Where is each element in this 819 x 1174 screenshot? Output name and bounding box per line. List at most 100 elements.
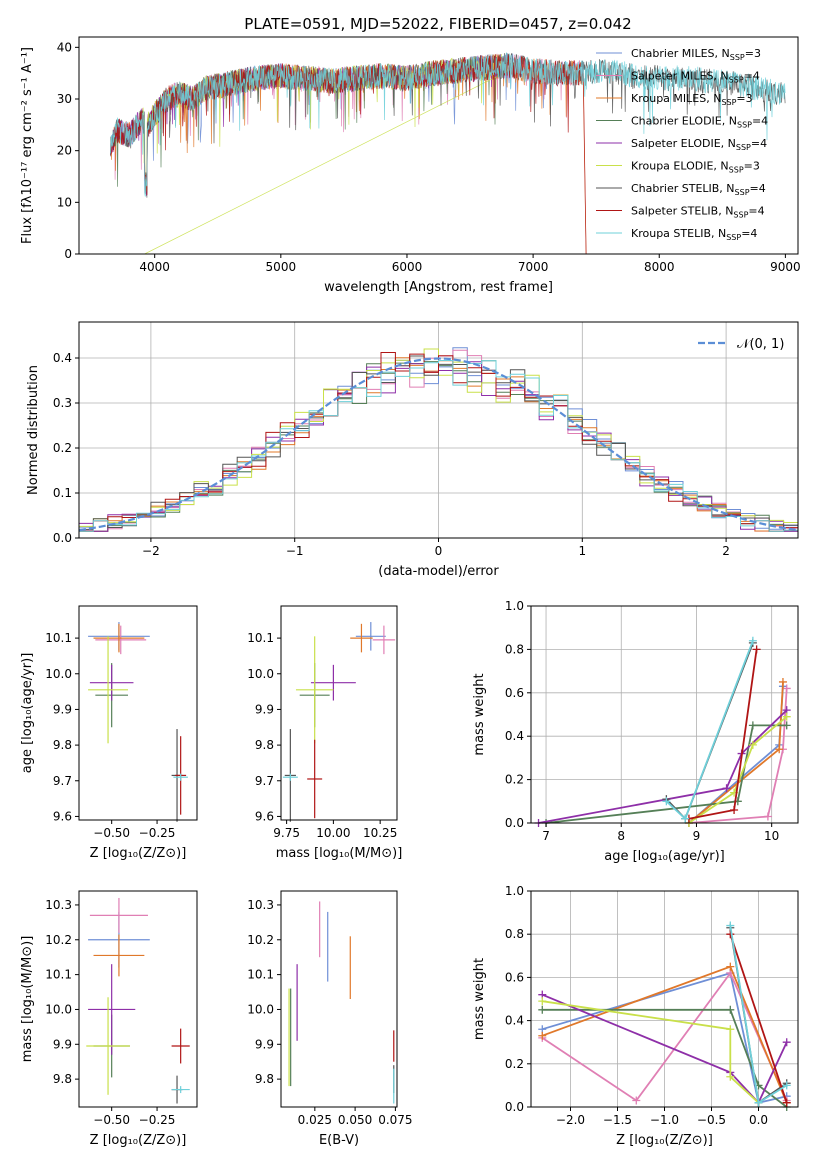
y-tick-label: 9.8 <box>53 1072 72 1086</box>
series-marker <box>782 1038 791 1047</box>
y-tick-label: 10.1 <box>45 631 72 645</box>
series-line <box>538 709 788 824</box>
errorbar-salpeter-elodie <box>88 964 136 1055</box>
x-axis-label: age [log₁₀(age/yr)] <box>604 849 725 864</box>
y-tick-label: 9.9 <box>255 1037 274 1051</box>
y-tick-label: 9.7 <box>53 774 72 788</box>
series-marker <box>782 721 791 730</box>
errorbar-kroupa-elodie <box>295 636 334 744</box>
x-axis-label: E(B-V) <box>319 1133 359 1148</box>
y-tick-label: 9.8 <box>53 738 72 752</box>
y-axis-label: age [log₁₀(age/yr)] <box>20 653 35 774</box>
y-tick-label: 0.1 <box>53 486 72 500</box>
y-tick-label: 0.8 <box>505 642 524 656</box>
x-tick-label: 1 <box>578 544 586 558</box>
x-tick-label: 7 <box>542 829 550 843</box>
legend-label-main: Kroupa MILES, N <box>631 92 721 105</box>
axes-frame <box>78 890 198 1108</box>
series-marker <box>782 1081 791 1090</box>
y-tick-label: 0.8 <box>505 927 524 941</box>
legend-label: Salpeter MILES, NSSP=4 <box>631 70 760 85</box>
y-axis-label: Flux [fλ10⁻¹⁷ erg cm⁻² s⁻¹ A⁻¹] <box>20 47 35 244</box>
series-marker <box>726 1025 735 1034</box>
legend-label-sub: SSP <box>726 233 741 242</box>
series-line <box>545 724 787 824</box>
x-tick-label: −0.5 <box>697 1113 726 1127</box>
x-axis-label: Z [log₁₀(Z/Z⊙)] <box>616 1133 713 1148</box>
x-tick-label: −1.5 <box>603 1113 632 1127</box>
x-tick-label: −1 <box>286 544 304 558</box>
y-tick-label: 0.3 <box>53 396 72 410</box>
y-tick-label: 10 <box>57 195 72 209</box>
legend-label-main: Salpeter ELODIE, N <box>631 137 736 150</box>
x-tick-label: 0.0 <box>749 1113 768 1127</box>
legend-label-suffix: =3 <box>736 92 752 105</box>
legend-label-suffix: =4 <box>751 137 767 150</box>
y-tick-label: 10.2 <box>45 933 72 947</box>
x-tick-label: −0.25 <box>139 826 176 840</box>
axes-frame <box>280 605 398 821</box>
legend-label-main: Chabrier ELODIE, N <box>631 115 737 128</box>
legend-label: 𝒩(0, 1) <box>737 337 784 352</box>
errorbar-kroupa-stelib <box>173 773 188 781</box>
legend-label-suffix: =4 <box>748 205 764 218</box>
y-tick-label: 9.6 <box>53 809 72 823</box>
y-tick-label: 0.2 <box>53 441 72 455</box>
legend-label: Kroupa ELODIE, NSSP=3 <box>631 160 760 175</box>
x-tick-label: −0.50 <box>93 1113 130 1127</box>
x-tick-label: 10 <box>764 829 779 843</box>
legend-label-sub: SSP <box>736 143 751 152</box>
spectrum-line-kroupa-stelib <box>110 52 786 197</box>
x-tick-label: 9000 <box>770 260 801 274</box>
legend-label: Kroupa STELIB, NSSP=4 <box>631 227 757 242</box>
x-tick-label: 5000 <box>266 260 297 274</box>
legend-entry-salpeter-elodie-n-4: Salpeter ELODIE, NSSP=4 <box>596 137 767 152</box>
y-tick-label: 10.2 <box>247 933 274 947</box>
normal-curve <box>78 357 799 532</box>
y-tick-label: 0.4 <box>53 351 72 365</box>
y-tick-label: 0.6 <box>505 970 524 984</box>
legend-entry-kroupa-elodie-n-3: Kroupa ELODIE, NSSP=3 <box>596 160 760 175</box>
y-tick-label: 1.0 <box>505 599 524 613</box>
y-tick-label: 10.3 <box>45 898 72 912</box>
series-marker <box>538 997 547 1006</box>
series-marker <box>722 784 731 793</box>
series-marker <box>775 745 784 754</box>
x-tick-label: 8000 <box>644 260 675 274</box>
axes: 9.75 10.00 10.25 9.6 9.7 9.8 9.9 10.0 10.1 mass [… <box>247 605 402 861</box>
x-axis-label: Z [log₁₀(Z/Z⊙)] <box>90 1133 187 1148</box>
x-tick-label: −0.50 <box>93 826 130 840</box>
series-marker <box>538 1005 547 1014</box>
series-marker <box>730 805 739 814</box>
legend-label-sub: SSP <box>730 53 745 62</box>
legend-label: Kroupa MILES, NSSP=3 <box>631 92 753 107</box>
axes: −0.50 −0.25 9.6 9.7 9.8 9.9 10.0 10.1 Z [log₁₀(Z… <box>20 605 198 861</box>
y-tick-label: 9.7 <box>255 774 274 788</box>
errorbar-salpeter-miles <box>89 897 148 933</box>
y-tick-label: 0 <box>64 247 72 261</box>
y-axis-label: mass weight <box>472 673 487 755</box>
x-tick-label: 0.075 <box>378 1113 412 1127</box>
y-tick-label: 10.0 <box>247 1002 274 1016</box>
y-tick-label: 0.6 <box>505 686 524 700</box>
errorbar-kroupa-stelib <box>171 1086 190 1094</box>
series-marker <box>726 1005 735 1014</box>
x-tick-label: −1.0 <box>650 1113 679 1127</box>
legend-label-main: Kroupa STELIB, N <box>631 227 726 240</box>
legend-entry-salpeter-miles-n-4: Salpeter MILES, NSSP=4 <box>596 70 760 85</box>
plot-area <box>288 901 395 1104</box>
massweight-vs-age-panel: 7 8 9 10 0.0 0.2 0.4 0.6 0.8 1.0 age [log₁₀(age/yr… <box>472 599 799 864</box>
y-tick-label: 0.0 <box>53 531 72 545</box>
plot-area <box>78 347 799 532</box>
series-line <box>688 716 788 824</box>
y-tick-label: 30 <box>57 92 72 106</box>
legend-label-suffix: =4 <box>741 227 757 240</box>
x-tick-label: −0.25 <box>139 1113 176 1127</box>
y-tick-label: 9.8 <box>255 738 274 752</box>
y-tick-label: 20 <box>57 144 72 158</box>
mass-vs-ebv-panel: 0.025 0.050 0.075 9.8 9.9 10.0 10.1 10.2 10.3 E(B… <box>247 890 413 1148</box>
axes: 7 8 9 10 0.0 0.2 0.4 0.6 0.8 1.0 age [log₁₀(age/yr… <box>472 599 799 864</box>
y-axis-label: mass [log₁₀(M/M⊙)] <box>20 936 35 1063</box>
series-marker <box>632 1096 641 1105</box>
